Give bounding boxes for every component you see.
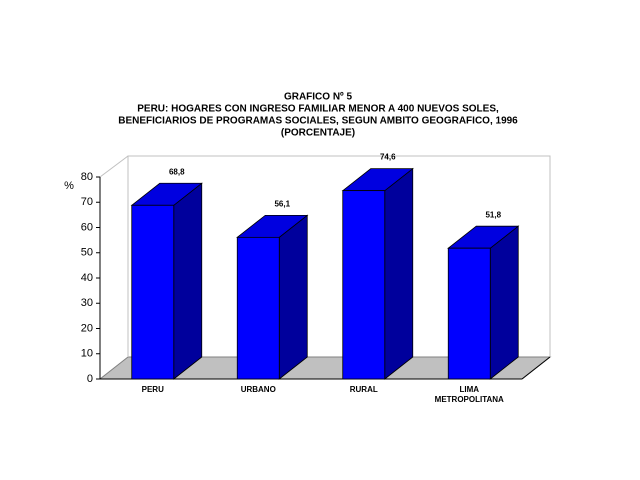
bar (236, 236, 280, 380)
x-tick-label: URBANO (240, 385, 276, 394)
x-tick-label: RURAL (349, 385, 378, 394)
value-label: 74,6 (380, 153, 396, 162)
y-tick-label: 40 (81, 272, 93, 284)
y-tick-label: 10 (81, 348, 93, 360)
bar (342, 190, 386, 380)
bar-side (278, 214, 308, 380)
chart-subtitle: PERU: HOGARES CON INGRESO FAMILIAR MENOR… (137, 104, 499, 115)
value-label: 51,8 (485, 210, 501, 219)
value-label: 56,1 (274, 199, 290, 208)
y-tick-label: 0 (87, 373, 93, 385)
value-label: 68,8 (169, 167, 185, 176)
floor-edge (521, 356, 551, 380)
y-axis-label: % (64, 180, 74, 192)
y-tick-label: 80 (81, 171, 93, 183)
y-tick-label: 30 (81, 297, 93, 309)
y-tick-label: 60 (81, 221, 93, 233)
chart-subtitle: BENEFICIARIOS DE PROGRAMAS SOCIALES, SEG… (118, 116, 518, 127)
chart-subtitle: (PORCENTAJE) (281, 128, 355, 139)
bar-side (384, 167, 414, 380)
y-tick-label: 70 (81, 196, 93, 208)
back-wall (127, 155, 551, 357)
chart-title: GRAFICO Nº 5 (284, 92, 353, 103)
bar (131, 204, 175, 380)
bar-side (489, 225, 519, 380)
y-tick-label: 20 (81, 322, 93, 334)
side-wall-edge (99, 155, 129, 178)
x-tick-label: LIMA METROPOLITANA (434, 385, 504, 404)
bar-side (173, 182, 203, 380)
x-tick-label: PERU (141, 385, 164, 394)
y-tick-label: 50 (81, 247, 93, 259)
bar (447, 247, 491, 380)
